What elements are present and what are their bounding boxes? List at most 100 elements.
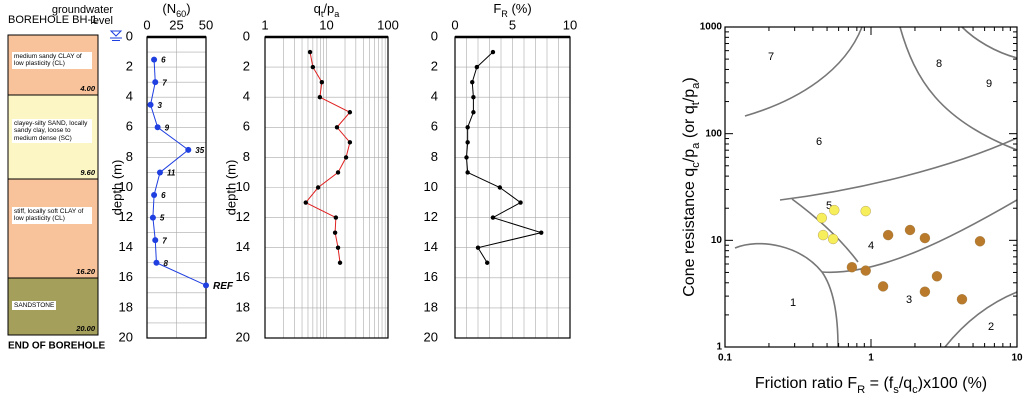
data-point (974, 236, 986, 247)
y-tick-label: 4 (431, 89, 438, 104)
label-part: (or q (681, 105, 698, 142)
data-point (303, 200, 308, 205)
label-part: (N (162, 1, 176, 16)
y-tick-label: 4 (126, 89, 133, 104)
zone-label: 4 (868, 240, 874, 252)
data-point (203, 282, 209, 289)
data-point (471, 110, 476, 115)
data-point (315, 185, 321, 190)
label-part: q (314, 1, 321, 16)
x-tick-label: 10 (563, 17, 577, 32)
y-tick-label: 18 (236, 299, 250, 314)
y-tick-label: 1 (716, 342, 722, 353)
label-part: ) (681, 77, 698, 82)
zone-label: 5 (826, 200, 832, 212)
data-point (471, 95, 476, 100)
data-label: 3 (158, 101, 163, 110)
zone-boundary (821, 199, 1018, 274)
layer-depth: 4.00 (79, 84, 95, 93)
label-part: /q (899, 375, 912, 392)
y-tick-label: 8 (431, 149, 438, 164)
data-point (317, 95, 323, 100)
layer-depth: 9.60 (80, 168, 95, 177)
data-point (882, 229, 894, 241)
label-part: )x100 (%) (918, 375, 987, 392)
robertson-zone-boundaries (734, 26, 1018, 348)
grid (264, 36, 389, 339)
y-tick-label: 6 (243, 119, 250, 134)
label-part: (%) (508, 1, 532, 16)
y-tick-label: 10 (711, 235, 723, 246)
data-label: 7 (162, 78, 167, 87)
zone-boundary (744, 26, 863, 117)
y-axis-label: depth (m) (223, 160, 238, 216)
zone-boundary (899, 26, 1018, 151)
zone-boundary (779, 137, 1018, 201)
annotation: level (90, 15, 113, 27)
data-label: 5 (160, 214, 165, 223)
chart-title: FR (%) (493, 1, 531, 19)
x-tick-label: 10 (319, 17, 333, 32)
data-point (337, 260, 343, 265)
data-point (465, 140, 470, 145)
y-tick-label: 1000 (700, 22, 723, 33)
y-tick-label: 20 (424, 329, 438, 344)
data-point (465, 170, 470, 175)
y-tick-label: 20 (236, 329, 250, 344)
y-tick-label: 8 (126, 149, 133, 164)
zone-label: 8 (936, 58, 942, 70)
y-tick-label: 14 (424, 239, 438, 254)
y-axis-label: depth (m) (109, 160, 124, 216)
y-tick-label: 18 (119, 299, 133, 314)
data-point (919, 286, 931, 297)
zone-boundary (961, 26, 1018, 59)
y-axis-label: Cone resistance qc/pa (or qt/pa) (681, 77, 702, 297)
data-point (860, 205, 871, 217)
zone-label: 9 (986, 78, 992, 90)
layer-description: medium sandy CLAY of low plasticity (CL) (12, 51, 92, 69)
data-point (347, 110, 353, 115)
data-point (860, 265, 871, 276)
chart-title: qt/pa (314, 1, 341, 19)
layer-description: stiff, locally soft CLAY of low plastici… (12, 206, 92, 224)
zone-label: 3 (906, 294, 912, 306)
y-tick-label: 16 (119, 269, 133, 284)
data-point (147, 101, 154, 108)
y-tick-label: 6 (126, 119, 133, 134)
label-part: a (690, 82, 702, 89)
data-point (319, 79, 325, 85)
zone-label: 2 (988, 321, 994, 333)
data-point (827, 233, 839, 245)
data-point (919, 232, 931, 244)
x-tick-label: 0 (451, 17, 458, 32)
layer-depth: 16.20 (76, 267, 96, 276)
data-point (332, 230, 338, 235)
y-tick-label: 10 (424, 179, 438, 194)
data-point (539, 230, 544, 235)
x-tick-label: 5 (509, 17, 516, 32)
data-point (465, 125, 470, 130)
data-point (347, 140, 353, 145)
data-point (829, 204, 840, 216)
borehole-title: BOREHOLE BH-1 (8, 14, 97, 26)
zone-label: 1 (790, 297, 796, 309)
label-part: c (912, 384, 918, 396)
data-point (475, 245, 481, 250)
data-label: 9 (165, 123, 170, 132)
chart-title: (N60) (162, 1, 190, 19)
data-point (485, 260, 490, 265)
layer-depth: 20.00 (75, 324, 96, 333)
label-part: /p (681, 89, 698, 102)
y-tick-label: 6 (431, 119, 438, 134)
label-part: t (690, 101, 702, 105)
data-point (152, 79, 159, 86)
y-tick-label: 0 (126, 28, 133, 43)
data-point (152, 237, 159, 244)
data-label: 6 (161, 56, 166, 65)
label-part: R (857, 384, 865, 396)
data-point (151, 56, 158, 63)
y-tick-label: 16 (236, 269, 250, 284)
annotation: groundwater (52, 4, 113, 16)
y-tick-label: 0 (243, 28, 250, 43)
data-point (153, 259, 160, 266)
